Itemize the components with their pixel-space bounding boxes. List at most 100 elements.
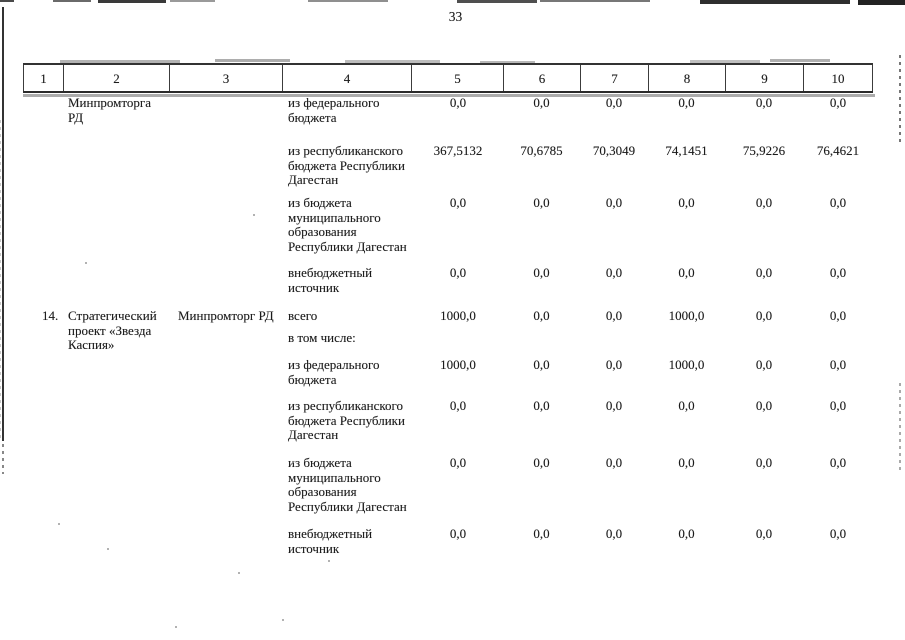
scan-artifact <box>345 60 440 63</box>
scan-artifact <box>308 0 388 2</box>
amount-cell: 0,0 <box>829 455 847 470</box>
scan-artifact <box>60 60 180 63</box>
amount-cell: 0,0 <box>755 195 773 210</box>
scan-artifact <box>58 523 60 525</box>
amount-cell: 367,5132 <box>433 143 483 158</box>
scan-artifact <box>175 626 177 628</box>
amount-cell: 0,0 <box>605 526 623 541</box>
amount-cell: 0,0 <box>533 308 550 323</box>
scan-artifact <box>899 55 901 145</box>
scan-artifact <box>292 461 294 463</box>
funding-source-label: из республиканского бюджета Республики Д… <box>288 398 405 443</box>
table-row: внебюджетный источник 0,0 0,0 0,0 0,0 0,… <box>23 265 873 295</box>
scan-artifact <box>328 560 330 562</box>
scan-artifact <box>85 262 87 264</box>
funding-source-label: из бюджета муниципального образования Ре… <box>288 455 407 514</box>
amount-cell: 0,0 <box>449 455 467 470</box>
amount-cell: 0,0 <box>755 455 773 470</box>
header-cell: 3 <box>169 65 282 91</box>
amount-cell: 1000,0 <box>440 357 476 372</box>
amount-cell: 0,0 <box>533 398 550 413</box>
scan-artifact <box>215 59 290 62</box>
amount-cell: 0,0 <box>449 265 467 280</box>
scan-artifact <box>858 0 905 5</box>
scan-artifact <box>457 0 537 3</box>
amount-cell: 74,1451 <box>665 143 708 158</box>
header-cell: 8 <box>648 65 725 91</box>
funding-source-label: внебюджетный источник <box>288 526 373 556</box>
amount-cell: 0,0 <box>605 195 623 210</box>
row-number <box>23 96 63 125</box>
project-name: Стратегический проект «Звезда Каспия» <box>68 308 157 353</box>
table-row: Минпромторга РД из федерального бюджета … <box>23 95 873 125</box>
table-row: в том числе: <box>23 330 873 346</box>
scan-artifact <box>107 548 109 550</box>
scan-artifact <box>53 0 91 2</box>
amount-cell: 0,0 <box>678 265 695 280</box>
header-cell: 2 <box>63 65 169 91</box>
amount-cell: 0,0 <box>605 95 623 110</box>
scan-artifact <box>253 214 255 216</box>
amount-cell: 0,0 <box>449 398 467 413</box>
header-cell: 1 <box>23 65 63 91</box>
project-name: Минпромторга РД <box>68 95 152 125</box>
amount-cell: 0,0 <box>605 357 623 372</box>
amount-cell: 1000,0 <box>440 308 476 323</box>
scan-artifact <box>2 444 4 474</box>
amount-cell: 0,0 <box>829 308 847 323</box>
amount-cell: 0,0 <box>829 357 847 372</box>
executor-name <box>169 96 282 125</box>
amount-cell: 0,0 <box>533 357 550 372</box>
amount-cell: 0,0 <box>755 95 773 110</box>
scan-artifact <box>700 0 850 4</box>
row-number: 14. <box>42 308 59 323</box>
amount-cell: 0,0 <box>678 398 695 413</box>
scan-artifact <box>2 7 4 441</box>
scan-artifact <box>690 60 760 63</box>
amount-cell: 0,0 <box>533 526 550 541</box>
table-row: из бюджета муниципального образования Ре… <box>23 195 873 254</box>
table-row: из бюджета муниципального образования Ре… <box>23 455 873 514</box>
funding-source-label: в том числе: <box>288 330 356 345</box>
header-cell: 10 <box>803 65 873 91</box>
amount-cell: 0,0 <box>755 398 773 413</box>
table-row: 14. Стратегический проект «Звезда Каспия… <box>23 308 873 353</box>
amount-cell: 0,0 <box>829 265 847 280</box>
amount-cell: 76,4621 <box>816 143 860 158</box>
table-header-row: 1 2 3 4 5 6 7 8 9 10 <box>23 63 873 93</box>
table-row: из республиканского бюджета Республики Д… <box>23 143 873 188</box>
table-row: внебюджетный источник 0,0 0,0 0,0 0,0 0,… <box>23 526 873 556</box>
scan-artifact <box>282 619 284 621</box>
table-row: из федерального бюджета 1000,0 0,0 0,0 1… <box>23 357 873 387</box>
amount-cell: 0,0 <box>533 265 550 280</box>
amount-cell: 0,0 <box>755 308 773 323</box>
amount-cell: 70,6785 <box>520 143 563 158</box>
table-row: из республиканского бюджета Республики Д… <box>23 398 873 443</box>
scan-artifact <box>238 572 240 574</box>
amount-cell: 1000,0 <box>668 308 705 323</box>
amount-cell: 0,0 <box>533 195 550 210</box>
funding-source-label: из федерального бюджета <box>288 357 380 387</box>
scan-artifact <box>0 120 1 440</box>
amount-cell: 0,0 <box>678 95 695 110</box>
funding-source-label: из бюджета муниципального образования Ре… <box>288 195 407 254</box>
scan-artifact <box>98 0 166 3</box>
funding-source-label: из федерального бюджета <box>288 95 380 125</box>
amount-cell: 0,0 <box>755 265 773 280</box>
amount-cell: 0,0 <box>678 455 695 470</box>
funding-source-label: всего <box>288 308 318 323</box>
amount-cell: 0,0 <box>829 526 847 541</box>
amount-cell: 1000,0 <box>668 357 705 372</box>
scan-artifact <box>770 59 830 62</box>
header-cell: 9 <box>725 65 803 91</box>
amount-cell: 0,0 <box>449 195 467 210</box>
amount-cell: 0,0 <box>533 455 550 470</box>
scan-artifact <box>480 61 535 63</box>
header-cell: 4 <box>282 65 411 91</box>
amount-cell: 0,0 <box>829 398 847 413</box>
amount-cell: 75,9226 <box>742 143 786 158</box>
header-cell: 6 <box>503 65 580 91</box>
amount-cell: 0,0 <box>829 95 847 110</box>
amount-cell: 70,3049 <box>592 143 636 158</box>
